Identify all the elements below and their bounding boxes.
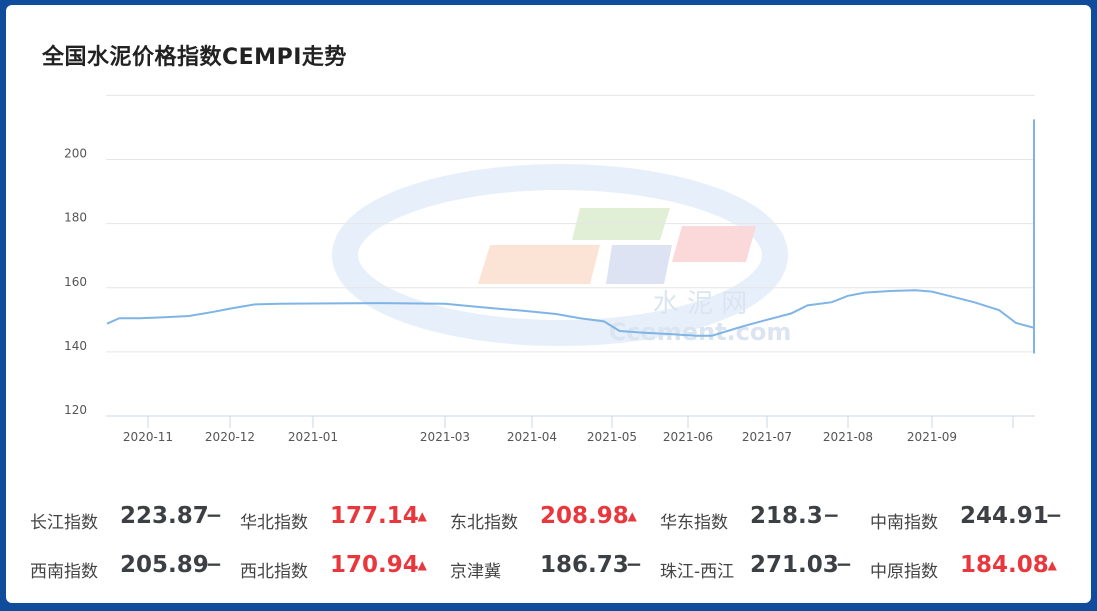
index-name: 京津冀 (450, 562, 501, 582)
index-value: 205.89 (120, 552, 209, 578)
index-name: 西北指数 (240, 562, 308, 582)
grid-lines (106, 94, 1035, 417)
index-name: 中原指数 (870, 562, 938, 582)
x-tick-label: 2020-11 (123, 430, 173, 444)
index-value: 223.87 (120, 503, 209, 529)
trend-flat-icon: − (205, 552, 223, 576)
x-tick-label: 2021-03 (420, 430, 470, 444)
x-tick-label: 2021-07 (742, 430, 792, 444)
x-tick-label: 2021-05 (587, 430, 637, 444)
index-value: 186.73 (540, 552, 629, 578)
index-value: 244.91 (960, 503, 1049, 529)
x-tick-label: 2021-09 (907, 430, 957, 444)
index-value: 271.03 (750, 552, 839, 578)
y-tick-label: 140 (64, 339, 87, 353)
x-axis: 2020-11 2020-12 2021-01 2021-03 2021-04 2021-… (123, 416, 1014, 444)
x-tick-label: 2021-04 (507, 430, 557, 444)
index-name: 中南指数 (870, 513, 938, 533)
index-value: 170.94 (330, 552, 419, 578)
x-tick-label: 2020-12 (205, 430, 255, 444)
index-name: 长江指数 (30, 513, 98, 533)
trend-up-icon: ▲ (417, 509, 427, 523)
index-value: 177.14 (330, 503, 419, 529)
x-tick-label: 2021-06 (663, 430, 713, 444)
watermark-text-cn: 水 泥 网 (653, 289, 748, 319)
y-axis-ticks: 120 140 160 180 200 (64, 147, 87, 418)
trend-up-icon: ▲ (1047, 558, 1057, 572)
index-value: 218.3 (750, 503, 823, 529)
cempi-series-line (106, 119, 1035, 354)
trend-flat-icon: − (1045, 503, 1063, 527)
index-name: 华北指数 (240, 513, 308, 533)
trend-flat-icon: − (823, 503, 840, 527)
y-tick-label: 120 (64, 403, 87, 417)
trend-flat-icon: − (625, 552, 643, 576)
chart-title: 全国水泥价格指数CEMPI走势 (42, 45, 347, 70)
x-tick-label: 2021-08 (823, 430, 873, 444)
index-name: 东北指数 (450, 513, 518, 533)
y-tick-label: 180 (64, 211, 87, 225)
y-tick-label: 200 (64, 147, 87, 161)
index-name: 华东指数 (660, 513, 728, 533)
ccement-watermark-logo: 水 泥 网 Ccement.com (332, 164, 791, 346)
trend-up-icon: ▲ (417, 558, 427, 572)
index-name: 珠江-西江 (660, 562, 735, 582)
trend-flat-icon: − (205, 503, 223, 527)
chart-card: 全国水泥价格指数CEMPI走势 (6, 5, 1091, 603)
index-value: 184.08 (960, 552, 1049, 578)
index-name: 西南指数 (30, 562, 98, 582)
y-tick-label: 160 (64, 275, 87, 289)
index-value: 208.98 (540, 503, 629, 529)
trend-up-icon: ▲ (627, 509, 637, 523)
trend-flat-icon: − (835, 552, 853, 576)
x-tick-label: 2021-01 (288, 430, 338, 444)
